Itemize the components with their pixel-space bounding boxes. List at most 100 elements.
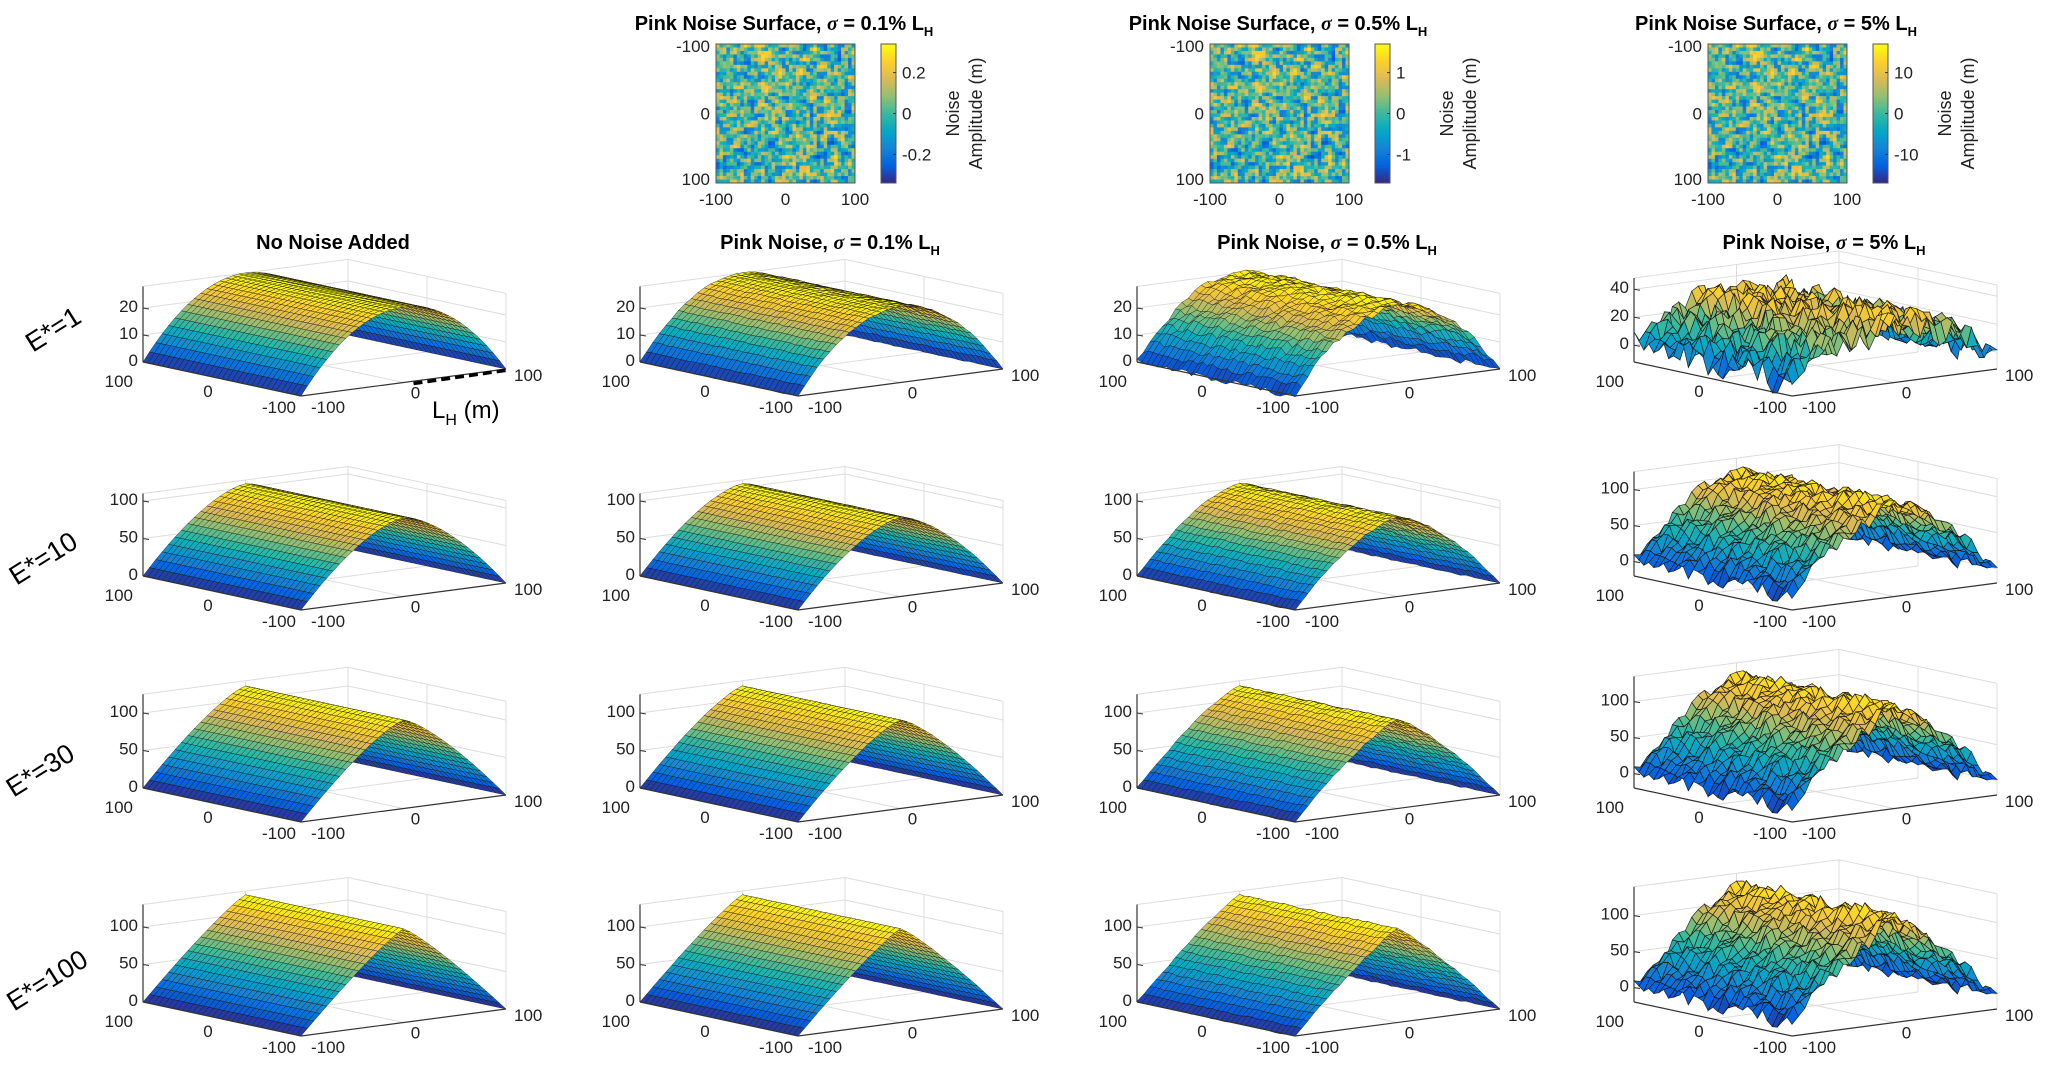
heatmap-cell — [1714, 116, 1719, 121]
heatmap-cell — [785, 92, 790, 97]
heatmap-cell — [1815, 137, 1820, 142]
heatmap-cell — [775, 151, 779, 156]
heatmap-cell — [1338, 141, 1343, 146]
heatmap-cell — [1725, 179, 1730, 184]
heatmap-cell — [1310, 82, 1315, 86]
heatmap-cell — [823, 165, 828, 170]
heatmap-cell — [1801, 68, 1806, 73]
heatmap-cell — [1836, 68, 1841, 73]
heatmap-cell — [1728, 71, 1733, 76]
heatmap-cell — [1708, 96, 1712, 100]
colorbar-segment — [881, 96, 896, 99]
heatmap-cell — [1708, 169, 1712, 173]
plot-title: Pink Noise Surface, σ = 5% LH — [1635, 13, 1917, 39]
heatmap-cell — [1276, 61, 1280, 66]
heatmap-cell — [1286, 176, 1291, 180]
heatmap-cell — [778, 162, 783, 166]
heatmap-cell — [1812, 134, 1817, 139]
heatmap-cell — [1303, 176, 1308, 180]
heatmap-cell — [1735, 103, 1740, 107]
heatmap-cell — [792, 85, 797, 90]
heatmap-cell — [1819, 151, 1823, 156]
heatmap-cell — [1331, 110, 1336, 114]
heatmap-cell — [1784, 113, 1789, 118]
heatmap-cell — [1286, 148, 1291, 153]
heatmap-cell — [1763, 141, 1768, 146]
heatmap-cell — [1241, 110, 1246, 114]
heatmap-cell — [1244, 134, 1249, 139]
heatmap-cell — [827, 89, 831, 93]
heatmap-cell — [1279, 120, 1284, 125]
heatmap-cell — [802, 179, 807, 184]
heatmap-cell — [726, 137, 731, 142]
heatmap-cell — [743, 92, 748, 97]
heatmap-cell — [1784, 44, 1789, 48]
heatmap-cell — [1321, 148, 1325, 153]
heatmap-cell — [788, 130, 793, 135]
heatmap-cell — [1276, 165, 1280, 170]
heatmap-cell — [1244, 141, 1249, 146]
heatmap-cell — [1756, 82, 1761, 86]
heatmap-cell — [1310, 162, 1315, 166]
heatmap-cell — [1262, 172, 1266, 177]
heatmap-cell — [1780, 120, 1785, 125]
heatmap-cell — [1794, 47, 1799, 52]
y-tick-label: 0 — [701, 105, 710, 124]
heatmap-cell — [764, 141, 769, 146]
heatmap-cell — [771, 82, 776, 86]
heatmap-cell — [778, 64, 783, 69]
heatmap-cell — [743, 137, 748, 142]
heatmap-cell — [1338, 44, 1343, 48]
heatmap-cell — [1230, 50, 1235, 55]
heatmap-cell — [722, 123, 727, 128]
heatmap-cell — [729, 106, 734, 111]
heatmap-cell — [1227, 137, 1232, 142]
heatmap-cell — [1331, 96, 1336, 100]
heatmap-cell — [733, 92, 738, 97]
heatmap-cell — [1241, 176, 1246, 180]
heatmap-cell — [1335, 57, 1339, 62]
heatmap-cell — [851, 148, 856, 153]
heatmap-cell — [1708, 123, 1712, 128]
heatmap-cell — [799, 82, 804, 86]
heatmap-cell — [1265, 169, 1270, 173]
heatmap-cell — [750, 85, 755, 90]
heatmap-cell — [1826, 165, 1830, 170]
heatmap-cell — [1777, 169, 1782, 173]
heatmap-cell — [1276, 82, 1280, 86]
heatmap-cell — [1780, 89, 1785, 93]
heatmap-cell — [754, 158, 758, 163]
heatmap-cell — [1711, 61, 1716, 66]
heatmap-cell — [1282, 47, 1287, 52]
heatmap-cell — [1321, 61, 1325, 66]
heatmap-cell — [799, 54, 804, 59]
heatmap-cell — [754, 155, 758, 159]
heatmap-cell — [768, 57, 772, 62]
heatmap-cell — [844, 155, 849, 159]
heatmap-cell — [1739, 120, 1744, 125]
heatmap-cell — [1822, 123, 1827, 128]
heatmap-cell — [1791, 106, 1796, 111]
heatmap-cell — [1210, 54, 1214, 59]
heatmap-cell — [792, 162, 797, 166]
heatmap-cell — [1742, 151, 1747, 156]
heatmap-cell — [782, 85, 786, 90]
heatmap-cell — [1784, 75, 1789, 80]
heatmap-cell — [733, 120, 738, 125]
heatmap-cell — [1784, 130, 1789, 135]
heatmap-cell — [1234, 50, 1239, 55]
heatmap-cell — [827, 134, 831, 139]
heatmap-cell — [802, 61, 807, 66]
heatmap-cell — [788, 116, 793, 121]
heatmap-cell — [1711, 148, 1716, 153]
heatmap-cell — [1721, 99, 1726, 104]
heatmap-cell — [768, 169, 772, 173]
heatmap-cell — [1244, 64, 1249, 69]
heatmap-cell — [1774, 99, 1778, 104]
heatmap-cell — [1718, 155, 1723, 159]
heatmap-cell — [743, 71, 748, 76]
heatmap-cell — [1272, 162, 1277, 166]
heatmap-cell — [1711, 85, 1716, 90]
heatmap-cell — [750, 68, 755, 73]
heatmap-cell — [1303, 116, 1308, 121]
